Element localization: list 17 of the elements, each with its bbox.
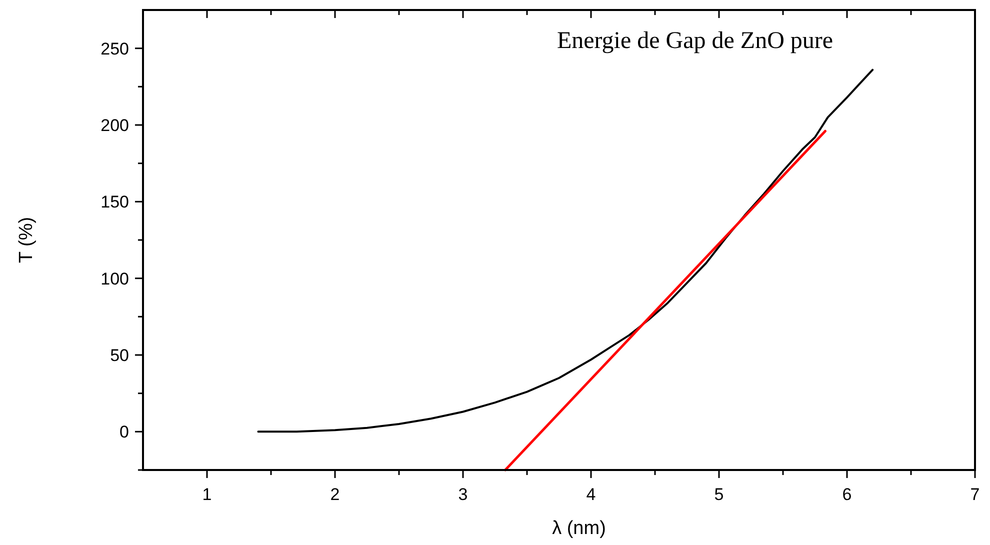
x-tick-label: 6	[842, 485, 852, 504]
x-tick-label: 2	[330, 485, 340, 504]
x-tick-label: 7	[970, 485, 980, 504]
x-axis-title: λ (nm)	[552, 518, 606, 539]
x-tick-label: 5	[714, 485, 724, 504]
y-tick-label: 0	[120, 422, 129, 442]
x-tick-label: 1	[202, 485, 212, 504]
text: Energie de Gap de ZnO pure	[556, 28, 834, 54]
line-series	[257, 68, 874, 433]
y-tick-label: 100	[100, 269, 129, 288]
y-tick-label: 250	[100, 39, 129, 58]
y-tick-label: 50	[110, 346, 129, 365]
y-tick-label: 150	[100, 192, 129, 212]
x-tick-label: 4	[586, 485, 596, 504]
x-tick-label: 3	[458, 485, 468, 504]
y-axis-title: T (%)	[16, 216, 37, 264]
y-tick-label: 200	[100, 116, 129, 135]
